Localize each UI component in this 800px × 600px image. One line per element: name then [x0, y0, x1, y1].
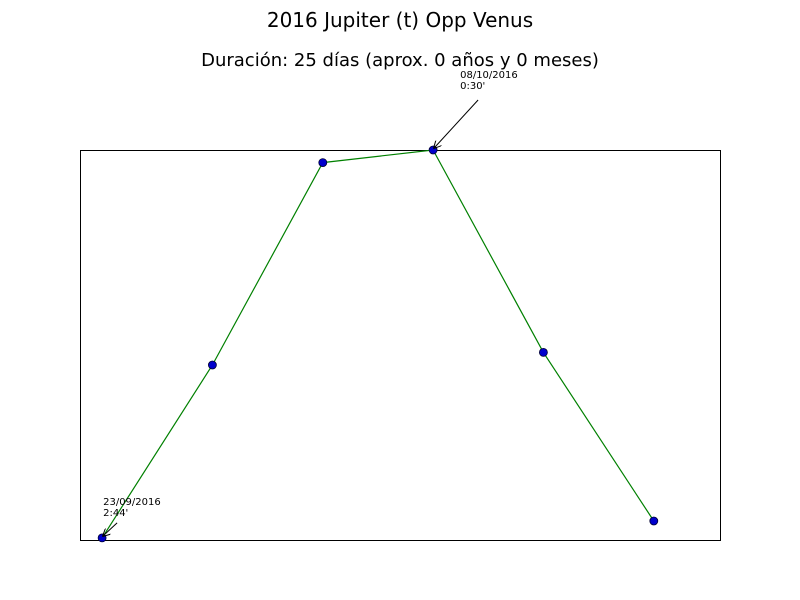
annotation-label-0: 23/09/2016 2:44' — [103, 497, 161, 519]
data-point-1 — [207, 360, 217, 370]
data-point-3 — [428, 145, 438, 155]
annotation-arrow-0 — [103, 522, 118, 536]
annotation-arrow-1 — [434, 99, 479, 148]
plot-frame — [80, 150, 721, 541]
data-point-5 — [649, 516, 659, 526]
chart-subtitle: Duración: 25 días (aprox. 0 años y 0 mes… — [201, 50, 599, 71]
data-point-2 — [318, 158, 328, 168]
data-point-4 — [539, 347, 548, 357]
annotation-label-1: 08/10/2016 0:30' — [460, 70, 518, 92]
series-line — [101, 149, 655, 539]
data-point-0 — [97, 533, 107, 543]
chart-title: 2016 Jupiter (t) Opp Venus — [266, 8, 534, 32]
